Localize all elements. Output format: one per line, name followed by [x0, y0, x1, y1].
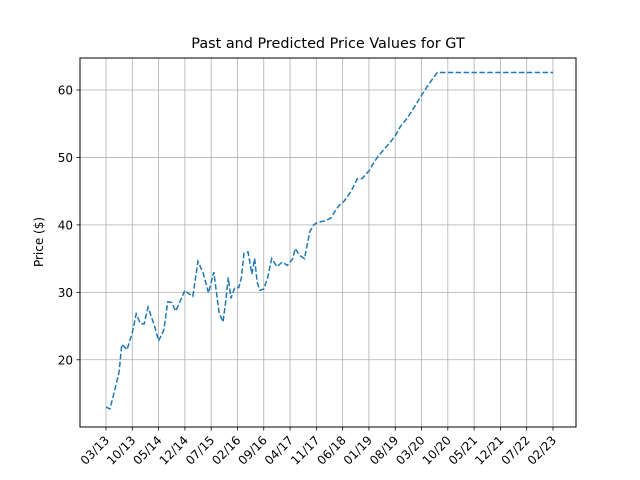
- y-tick-label: 30: [58, 286, 73, 300]
- grid-lines: [80, 58, 576, 427]
- x-tick-label: 04/17: [262, 433, 296, 467]
- y-tick-label: 40: [58, 218, 73, 232]
- x-tick-label: 05/14: [130, 433, 164, 467]
- x-tick-label: 02/16: [209, 433, 243, 467]
- y-axis-label: Price ($): [32, 217, 46, 267]
- x-tick-label: 12/14: [157, 433, 191, 467]
- x-tick-label: 12/21: [472, 433, 506, 467]
- x-tick-label: 08/19: [367, 433, 401, 467]
- x-tick-label: 03/13: [78, 433, 112, 467]
- x-tick-label: 01/19: [341, 433, 375, 467]
- chart-title: Past and Predicted Price Values for GT: [191, 36, 465, 52]
- series-group: [105, 71, 553, 411]
- x-tick-label: 03/20: [393, 433, 427, 467]
- x-tick-label: 07/15: [183, 433, 217, 467]
- y-tick-label: 20: [58, 353, 73, 367]
- x-tick-label: 09/16: [236, 433, 270, 467]
- y-tick-label: 60: [58, 84, 73, 98]
- x-tick-label: 11/17: [288, 433, 322, 467]
- x-tick-label: 02/23: [525, 433, 559, 467]
- x-tick-label: 05/21: [446, 433, 480, 467]
- x-tick-label: 10/20: [420, 433, 454, 467]
- x-tick-label: 10/13: [104, 433, 138, 467]
- plot-frame: [79, 57, 577, 428]
- x-tick-label: 07/22: [498, 433, 532, 467]
- price-series-line: [105, 71, 553, 411]
- x-tick-label: 06/18: [314, 433, 348, 467]
- y-axis: 20 30 40 50 60: [58, 84, 80, 367]
- y-tick-label: 50: [58, 151, 73, 165]
- x-axis: 03/1310/1305/1412/1407/1502/1609/1604/17…: [78, 427, 559, 468]
